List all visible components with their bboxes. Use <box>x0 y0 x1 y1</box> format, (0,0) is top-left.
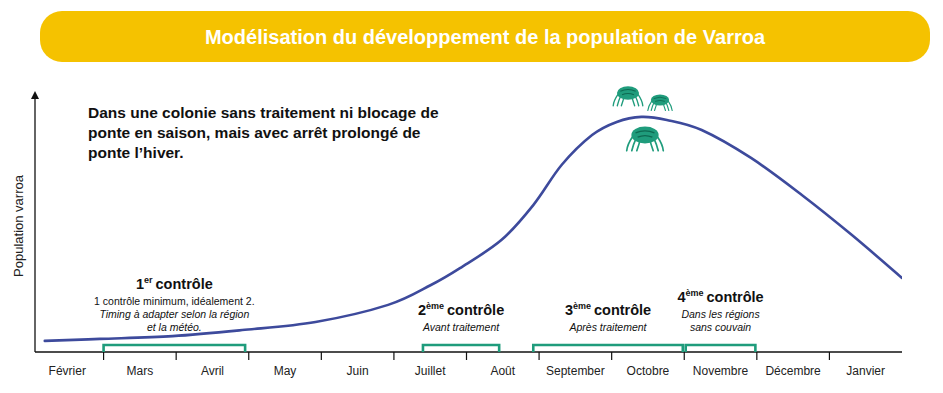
subtitle-line: ponte en saison, mais avec arrêt prolong… <box>88 124 421 141</box>
x-tick-label: Décembre <box>765 364 821 378</box>
category-separator <box>756 352 757 360</box>
category-separator <box>466 352 467 360</box>
category-separator <box>611 352 612 360</box>
control-ordinal: 4 <box>677 289 685 305</box>
mite-stripe <box>636 131 655 137</box>
control-ordinal-suffix: ème <box>573 301 591 311</box>
control-bracket <box>533 345 683 352</box>
y-axis-arrow <box>31 91 39 99</box>
mite-leg <box>658 137 664 151</box>
category-separator <box>248 352 249 360</box>
series-line <box>45 117 902 341</box>
control-title: 4èmecontrôle <box>677 288 763 305</box>
control-ordinal-suffix: ème <box>685 288 703 298</box>
mite-icon <box>648 94 672 110</box>
control-title: 2èmecontrôle <box>418 301 504 318</box>
control-bracket <box>104 345 246 352</box>
mite-body <box>617 86 639 100</box>
control-label: contrôle <box>156 276 213 292</box>
control-note: Avant traitement <box>422 321 500 333</box>
y-axis-label: Population varroa <box>11 174 26 277</box>
control-label: contrôle <box>447 302 504 318</box>
x-tick-label: Novembre <box>693 364 749 378</box>
x-tick-label: Avril <box>201 364 224 378</box>
y-axis <box>34 98 35 352</box>
control-ordinal: 3 <box>565 302 573 318</box>
mite-body <box>651 94 669 105</box>
control-ordinal: 2 <box>418 302 426 318</box>
category-separator <box>321 352 322 360</box>
subtitle-line: ponte l’hiver. <box>88 144 184 161</box>
subtitle: Dans une colonie sans traitement ni bloc… <box>88 104 439 161</box>
mite-leg <box>638 95 643 106</box>
x-tick-label: Octobre <box>627 364 670 378</box>
category-separator <box>538 352 539 360</box>
subtitle-line: Dans une colonie sans traitement ni bloc… <box>88 104 439 121</box>
mite-stripe <box>654 97 667 101</box>
x-tick-label: Juin <box>347 364 369 378</box>
x-tick-label: Janvier <box>846 364 885 378</box>
control-label: contrôle <box>706 289 763 305</box>
control-note: Après traitement <box>569 321 648 333</box>
control-bracket <box>423 345 499 352</box>
category-separator <box>393 352 394 360</box>
control-note: sans couvain <box>690 321 751 333</box>
title-banner <box>40 11 930 62</box>
control-title: 1ercontrôle <box>136 275 213 292</box>
mite-body <box>631 127 658 144</box>
control-bracket <box>686 345 756 352</box>
category-separator <box>684 352 685 360</box>
x-tick-label: Août <box>490 364 515 378</box>
category-separator <box>103 352 104 360</box>
control-ordinal: 1 <box>136 276 144 292</box>
title: Modélisation du développement de la popu… <box>205 26 766 48</box>
category-separator <box>176 352 177 360</box>
control-ordinal-suffix: ème <box>426 301 444 311</box>
data-group <box>45 117 902 341</box>
mite-icon <box>613 86 643 106</box>
category-separator <box>829 352 830 360</box>
control-title: 3èmecontrôle <box>565 301 651 318</box>
control-note: Dans les régions <box>681 308 760 320</box>
control-note: Timing à adapter selon la région <box>99 308 249 320</box>
x-tick-label: Juillet <box>415 364 446 378</box>
x-tick-label: Février <box>49 364 86 378</box>
mite-stripe <box>620 90 635 95</box>
x-axis <box>35 351 902 352</box>
x-tick-label: September <box>546 364 605 378</box>
control-ordinal-suffix: er <box>144 275 153 285</box>
control-label: contrôle <box>594 302 651 318</box>
control-note: 1 contrôle minimum, idéalement 2. <box>94 295 255 307</box>
x-tick-label: May <box>274 364 297 378</box>
x-tick-label: Mars <box>127 364 154 378</box>
mite-leg <box>668 101 672 110</box>
control-note: et la météo. <box>147 321 202 333</box>
mite-icon <box>627 127 664 151</box>
chart: Modélisation du développement de la popu… <box>0 0 943 393</box>
